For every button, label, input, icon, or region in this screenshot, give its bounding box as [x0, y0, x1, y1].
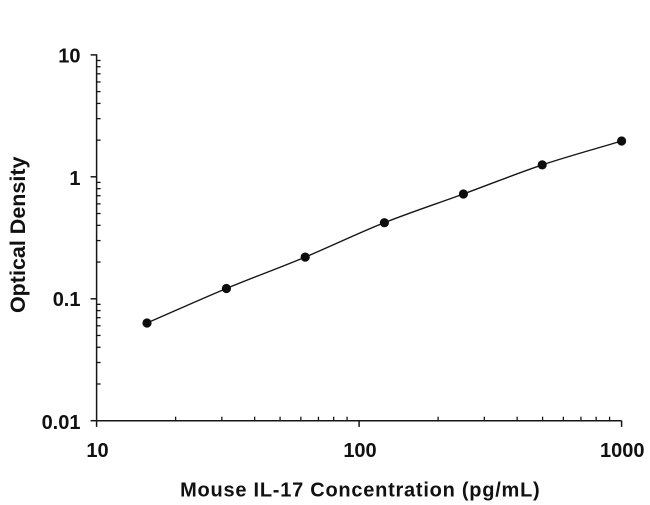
svg-text:10: 10	[86, 440, 108, 462]
svg-text:10: 10	[58, 45, 80, 67]
svg-text:100: 100	[343, 440, 376, 462]
svg-text:1000: 1000	[600, 440, 645, 462]
svg-text:1: 1	[69, 168, 80, 190]
svg-text:0.01: 0.01	[42, 412, 81, 434]
svg-text:0.1: 0.1	[53, 289, 81, 311]
svg-text:Optical Density: Optical Density	[6, 156, 30, 313]
svg-text:Mouse IL-17 Concentration (pg/: Mouse IL-17 Concentration (pg/mL)	[180, 479, 540, 501]
